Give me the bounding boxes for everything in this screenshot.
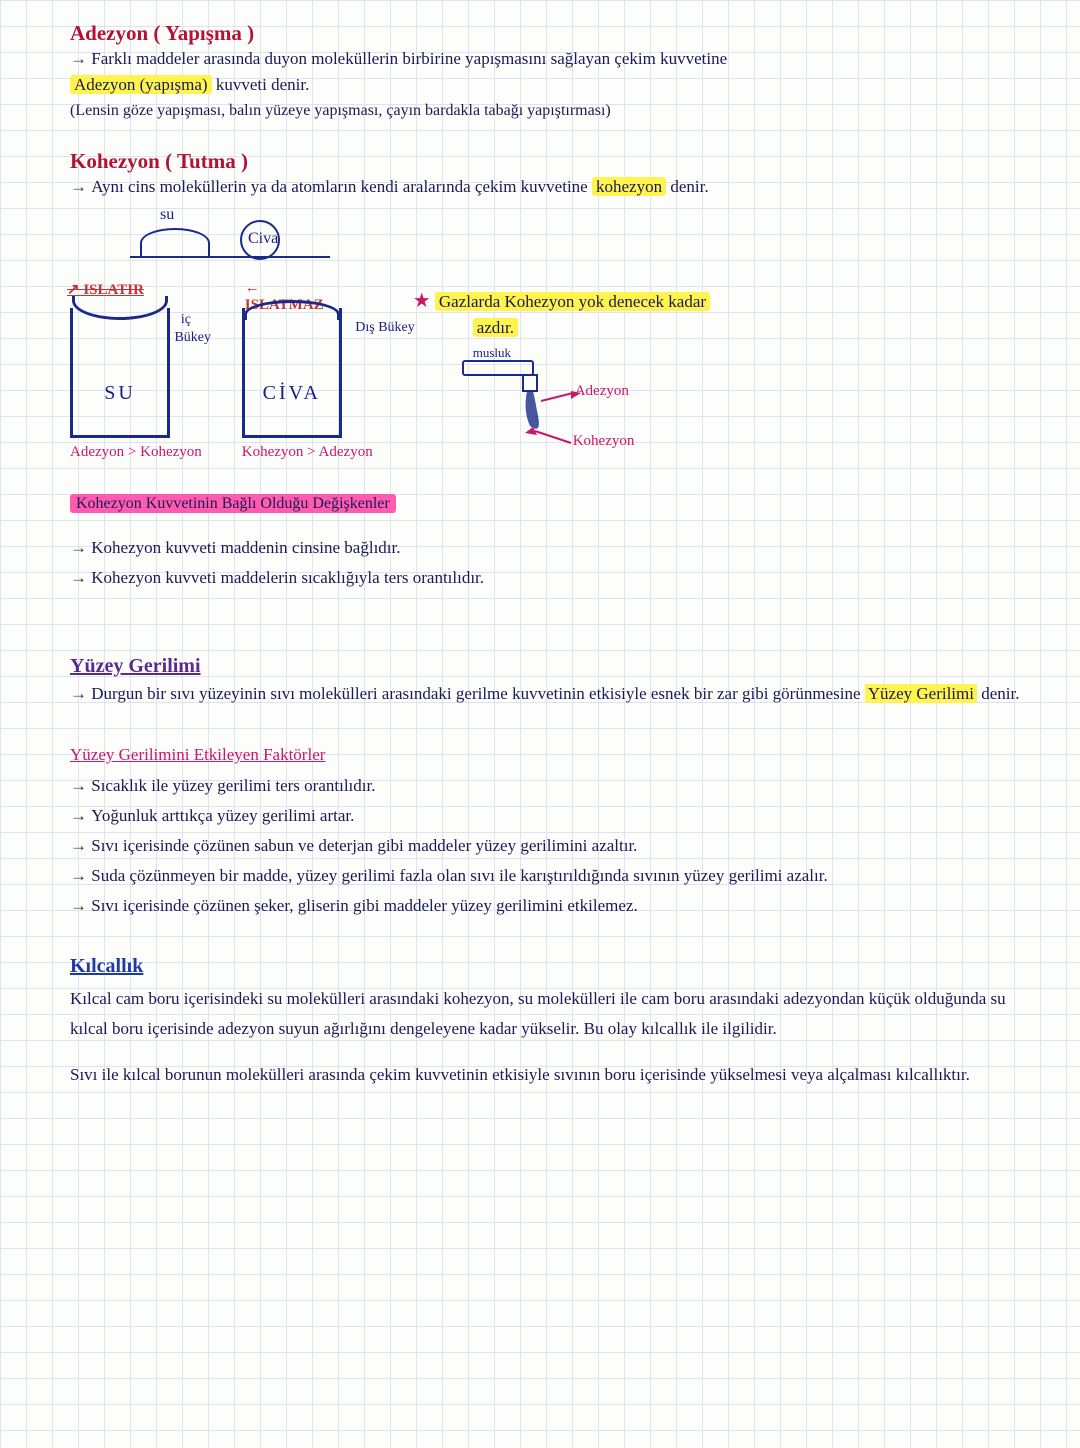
- tube-mercury: ← ISLATMAZ Dış Bükey CİVA: [242, 308, 342, 438]
- yg-def-pre: Durgun bir sıvı yüzeyinin sıvı molekülle…: [91, 684, 865, 703]
- star-icon: ★: [413, 290, 431, 312]
- kilcallik-p2: Sıvı ile kılcal borunun molekülleri aras…: [70, 1060, 1020, 1090]
- adezyon-def-post: kuvveti denir.: [216, 75, 309, 94]
- water-droplet-label: su: [160, 206, 174, 224]
- koh-dep-1: Kohezyon kuvveti maddenin cinsine bağlıd…: [70, 533, 1020, 563]
- tube-mercury-wrapper: ← ISLATMAZ Dış Bükey CİVA Kohezyon > Ade…: [242, 278, 373, 461]
- yg-def-post: denir.: [981, 684, 1019, 703]
- heading-adezyon: Adezyon ( Yapışma ): [70, 20, 1020, 46]
- gas-note: ★ Gazlarda Kohezyon yok denecek kadar: [413, 288, 1020, 315]
- tap-label-top: musluk: [473, 345, 511, 361]
- mercury-side: Dış Bükey: [355, 320, 415, 336]
- heading-kohezyon-deps: Kohezyon Kuvvetinin Bağlı Olduğu Değişke…: [70, 494, 396, 513]
- adezyon-examples: (Lensin göze yapışması, balın yüzeye yap…: [70, 98, 1020, 124]
- water-side-bukey: Bükey: [174, 330, 211, 346]
- yg-f3: Sıvı içerisinde çözünen sabun ve deterja…: [70, 831, 1020, 861]
- tap-diagram: musluk Adezyon Kohezyon: [453, 351, 613, 451]
- kohezyon-definition: Aynı cins moleküllerin ya da atomların k…: [70, 174, 1020, 200]
- water-side-ic: iç: [181, 312, 191, 328]
- heading-kilcallik: Kılcallık: [70, 955, 1020, 978]
- kohezyon-def-pre: Aynı cins moleküllerin ya da atomların k…: [91, 177, 592, 196]
- kohezyon-def-post: denir.: [670, 177, 708, 196]
- water-relation: Adezyon > Kohezyon: [70, 444, 202, 461]
- yg-f1: Sıcaklık ile yüzey gerilimi ters orantıl…: [70, 771, 1020, 801]
- notebook-page: Adezyon ( Yapışma ) Farklı maddeler aras…: [0, 0, 1080, 1110]
- gas-note-hl: Gazlarda Kohezyon yok denecek kadar: [435, 292, 710, 311]
- koh-dep-2: Kohezyon kuvveti maddelerin sıcaklığıyla…: [70, 563, 1020, 593]
- adezyon-def-line2: Adezyon (yapışma) kuvveti denir.: [70, 72, 1020, 98]
- tube-water-label: SU: [73, 382, 167, 405]
- adezyon-def-pre: Farklı maddeler arasında duyon molekülle…: [91, 49, 727, 68]
- heading-yg-factors: Yüzey Gerilimini Etkileyen Faktörler: [70, 745, 1020, 765]
- right-notes: ★ Gazlarda Kohezyon yok denecek kadar az…: [413, 278, 1020, 451]
- yg-f5: Sıvı içerisinde çözünen şeker, gliserin …: [70, 891, 1020, 921]
- heading-yuzey-gerilimi: Yüzey Gerilimi: [70, 653, 1020, 679]
- tubes-row: ↗ ISLATIR iç Bükey SU Adezyon > Kohezyon…: [70, 278, 1020, 461]
- adezyon-highlight: Adezyon (yapışma): [70, 75, 212, 94]
- heading-kohezyon: Kohezyon ( Tutma ): [70, 148, 1020, 174]
- tap-adezyon-label: Adezyon: [575, 383, 629, 400]
- yg-f2: Yoğunluk arttıkça yüzey gerilimi artar.: [70, 801, 1020, 831]
- tube-mercury-label: CİVA: [245, 382, 339, 405]
- mercury-relation: Kohezyon > Adezyon: [242, 444, 373, 461]
- water-droplet: [140, 228, 210, 258]
- gas-note-hl2: azdır.: [473, 318, 518, 337]
- tap-kohezyon-label: Kohezyon: [573, 433, 635, 450]
- mercury-droplet-label: Civa: [248, 230, 278, 248]
- kilcallik-p1: Kılcal cam boru içerisindeki su moleküll…: [70, 984, 1020, 1044]
- tube-water-wrapper: ↗ ISLATIR iç Bükey SU Adezyon > Kohezyon: [70, 278, 202, 461]
- yg-f4: Suda çözünmeyen bir madde, yüzey gerilim…: [70, 861, 1020, 891]
- tube-water: ↗ ISLATIR iç Bükey SU: [70, 308, 170, 438]
- adezyon-definition: Farklı maddeler arasında duyon molekülle…: [70, 46, 1020, 72]
- droplet-diagram: su Civa: [70, 208, 1020, 268]
- meniscus-concave: [72, 296, 168, 320]
- gas-note-2: azdır.: [473, 315, 1020, 341]
- yg-def: Durgun bir sıvı yüzeyinin sıvı molekülle…: [70, 679, 1020, 709]
- yg-def-hl: Yüzey Gerilimi: [865, 684, 977, 703]
- kohezyon-highlight: kohezyon: [592, 177, 666, 196]
